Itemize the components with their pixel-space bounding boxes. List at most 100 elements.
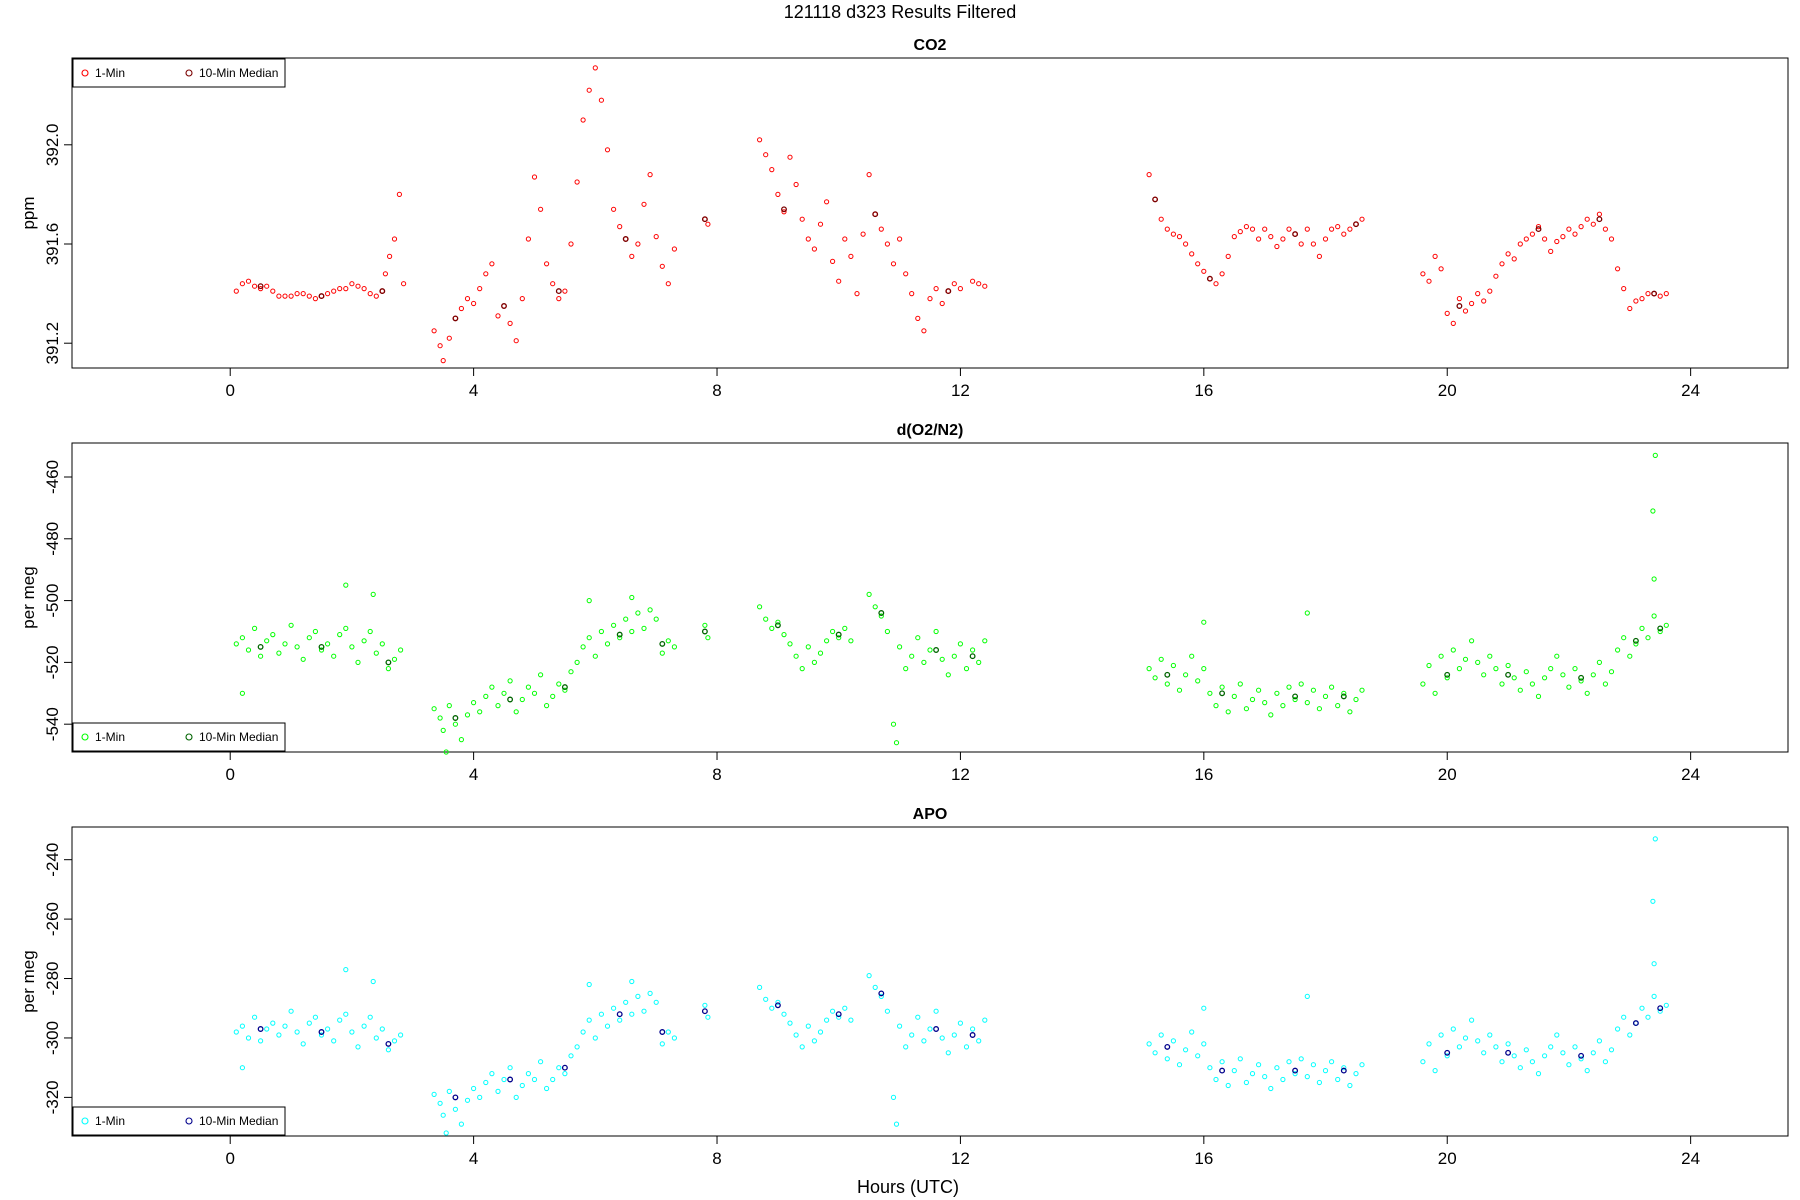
data-point bbox=[1292, 1071, 1298, 1077]
data-point bbox=[1578, 1056, 1584, 1062]
data-point bbox=[659, 263, 665, 269]
data-point bbox=[257, 1026, 264, 1032]
data-point bbox=[513, 1094, 519, 1101]
data-point bbox=[349, 644, 355, 650]
data-point bbox=[860, 231, 866, 237]
data-point bbox=[1608, 1047, 1615, 1053]
series-1 bbox=[257, 610, 1664, 721]
data-point bbox=[1608, 669, 1615, 675]
data-point bbox=[452, 721, 458, 727]
data-point bbox=[398, 647, 404, 653]
data-point bbox=[233, 1029, 239, 1035]
data-point bbox=[1651, 290, 1658, 297]
data-point bbox=[355, 659, 361, 666]
data-point bbox=[927, 1026, 933, 1032]
data-point bbox=[1249, 1071, 1256, 1077]
data-point bbox=[1487, 1032, 1493, 1038]
data-point bbox=[957, 641, 964, 647]
data-point bbox=[586, 1017, 592, 1023]
data-point bbox=[574, 179, 580, 185]
data-point bbox=[586, 635, 592, 641]
x-tick-label: 16 bbox=[1194, 381, 1213, 400]
data-point bbox=[1347, 226, 1353, 232]
data-point bbox=[264, 638, 270, 644]
data-point bbox=[1359, 216, 1365, 222]
data-point bbox=[1590, 221, 1596, 227]
data-point bbox=[1523, 236, 1529, 242]
data-point bbox=[951, 653, 957, 659]
y-tick-label: -300 bbox=[43, 1021, 62, 1055]
data-point bbox=[1249, 696, 1256, 703]
data-point bbox=[970, 647, 976, 653]
data-point bbox=[1444, 310, 1450, 316]
x-tick-label: 24 bbox=[1681, 1149, 1700, 1168]
data-point bbox=[1596, 211, 1603, 217]
data-point bbox=[312, 1014, 318, 1020]
data-point bbox=[396, 191, 402, 197]
data-point bbox=[1292, 1067, 1299, 1074]
data-point bbox=[1335, 1076, 1341, 1083]
data-point bbox=[1310, 687, 1317, 693]
data-point bbox=[385, 1040, 392, 1047]
data-point bbox=[556, 1065, 562, 1071]
x-tick-label: 24 bbox=[1681, 381, 1700, 400]
data-point bbox=[781, 206, 787, 213]
data-point bbox=[1444, 1053, 1450, 1059]
data-point bbox=[702, 1002, 708, 1008]
data-point bbox=[884, 628, 891, 635]
data-point bbox=[842, 625, 848, 632]
legend-marker bbox=[185, 69, 193, 77]
data-point bbox=[525, 1071, 532, 1077]
data-point bbox=[976, 659, 982, 666]
data-point bbox=[1176, 234, 1183, 240]
data-point bbox=[343, 967, 349, 973]
data-point bbox=[1207, 690, 1213, 696]
data-point bbox=[1249, 226, 1256, 232]
data-point bbox=[446, 335, 452, 341]
data-point bbox=[525, 684, 532, 690]
data-point bbox=[270, 632, 276, 638]
data-point bbox=[306, 635, 312, 641]
data-point bbox=[705, 221, 711, 227]
data-point bbox=[933, 1026, 940, 1032]
data-point bbox=[1651, 961, 1657, 967]
data-point bbox=[647, 607, 653, 613]
data-point bbox=[775, 191, 781, 197]
data-point bbox=[793, 653, 799, 659]
data-point bbox=[1347, 709, 1353, 715]
data-point bbox=[671, 1035, 678, 1041]
data-point bbox=[337, 632, 343, 638]
data-point bbox=[701, 1008, 708, 1015]
data-point bbox=[245, 1035, 252, 1041]
data-point bbox=[1450, 320, 1456, 326]
legend-marker bbox=[81, 733, 89, 741]
data-point bbox=[538, 1059, 544, 1065]
data-point bbox=[1201, 619, 1207, 625]
data-point bbox=[300, 1041, 306, 1047]
data-point bbox=[507, 1065, 513, 1071]
series-0 bbox=[233, 452, 1669, 755]
y-tick-label: 391.6 bbox=[43, 223, 62, 266]
data-point bbox=[398, 1032, 404, 1038]
x-tick-label: 12 bbox=[951, 765, 970, 784]
data-point bbox=[1183, 672, 1189, 678]
data-point bbox=[1652, 836, 1658, 842]
data-point bbox=[1274, 690, 1280, 696]
data-point bbox=[1499, 261, 1505, 267]
data-point bbox=[963, 666, 970, 672]
data-point bbox=[568, 241, 574, 247]
data-point bbox=[635, 993, 641, 1000]
data-point bbox=[1304, 610, 1310, 616]
data-point bbox=[282, 293, 288, 299]
data-point bbox=[443, 1130, 449, 1136]
data-point bbox=[830, 258, 836, 264]
series-1 bbox=[257, 990, 1664, 1101]
data-point bbox=[257, 283, 264, 290]
data-point bbox=[1432, 1068, 1438, 1074]
data-point bbox=[318, 647, 325, 653]
data-point bbox=[757, 984, 763, 991]
data-point bbox=[915, 315, 921, 321]
data-point bbox=[276, 1032, 282, 1038]
x-axis-label: Hours (UTC) bbox=[857, 1177, 959, 1197]
data-point bbox=[893, 740, 900, 746]
